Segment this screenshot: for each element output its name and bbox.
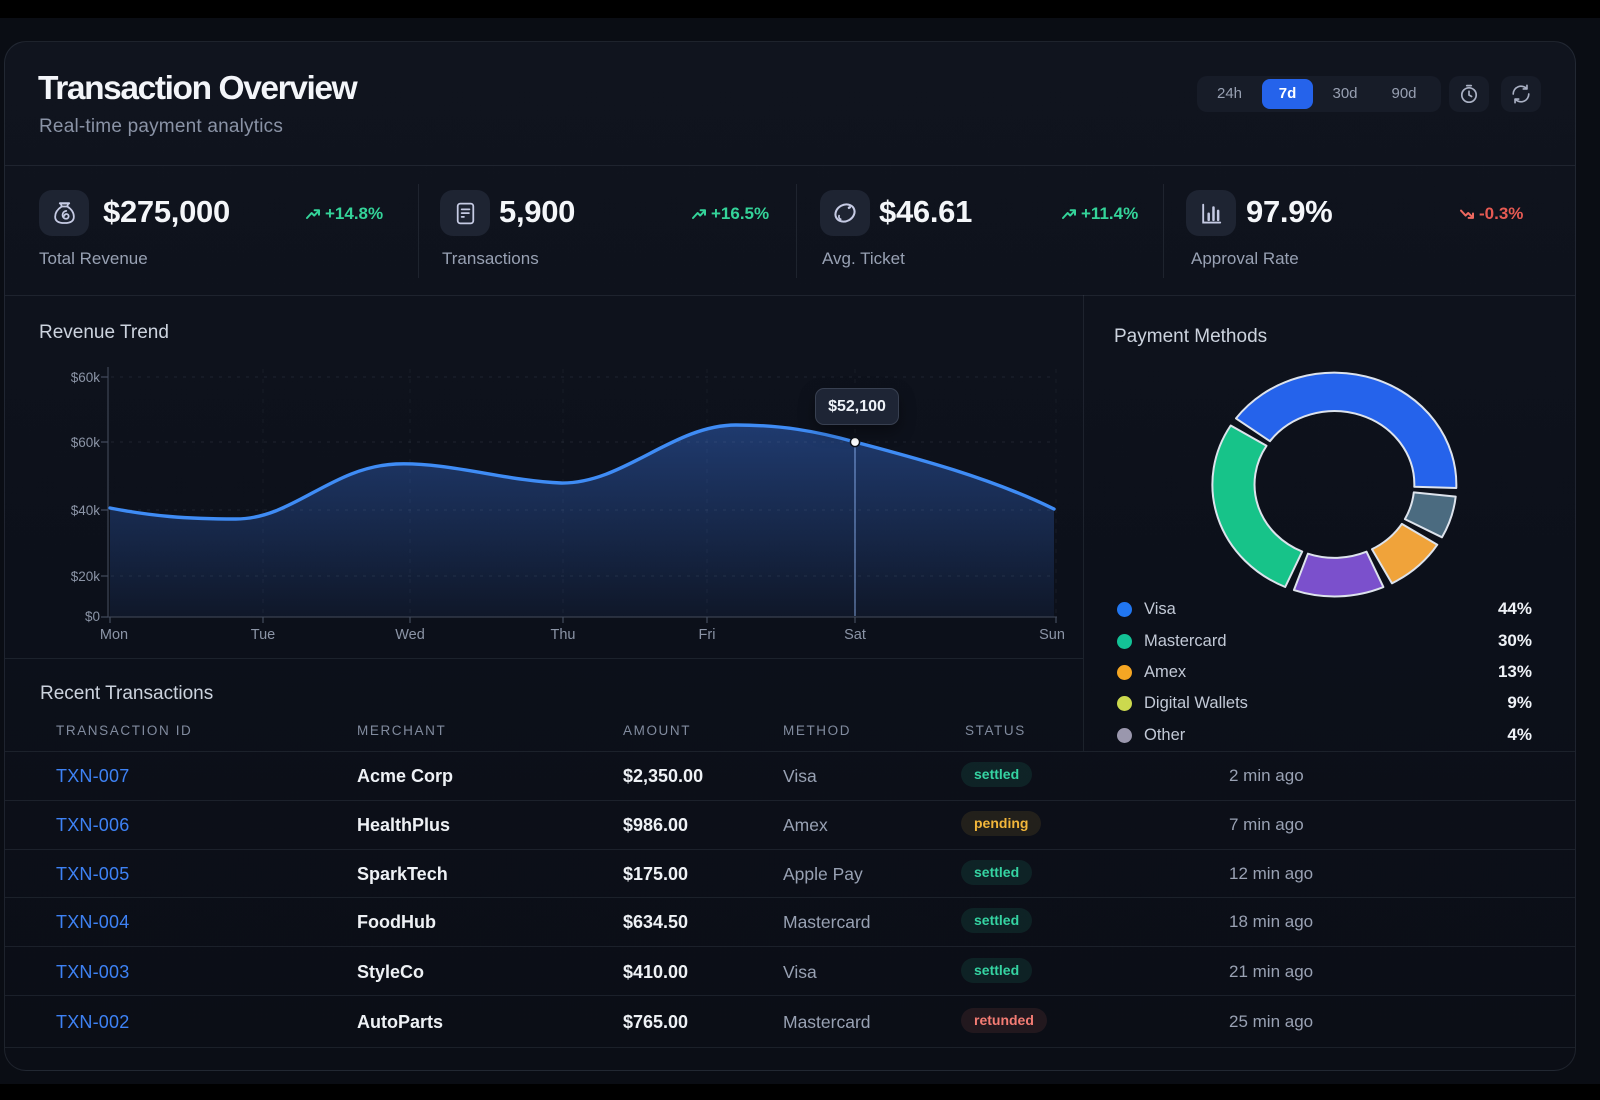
svg-text:$20k: $20k xyxy=(71,569,101,584)
svg-text:$60k: $60k xyxy=(71,370,101,385)
svg-text:Fri: Fri xyxy=(699,627,716,643)
svg-text:$60k: $60k xyxy=(71,435,101,450)
svg-text:Sat: Sat xyxy=(844,627,866,643)
svg-text:Tue: Tue xyxy=(251,627,275,643)
svg-text:Sun: Sun xyxy=(1039,627,1065,643)
svg-text:$0: $0 xyxy=(85,609,100,624)
svg-text:Mon: Mon xyxy=(100,627,128,643)
svg-text:$40k: $40k xyxy=(71,503,101,518)
svg-text:Wed: Wed xyxy=(395,627,425,643)
svg-text:Thu: Thu xyxy=(551,627,576,643)
